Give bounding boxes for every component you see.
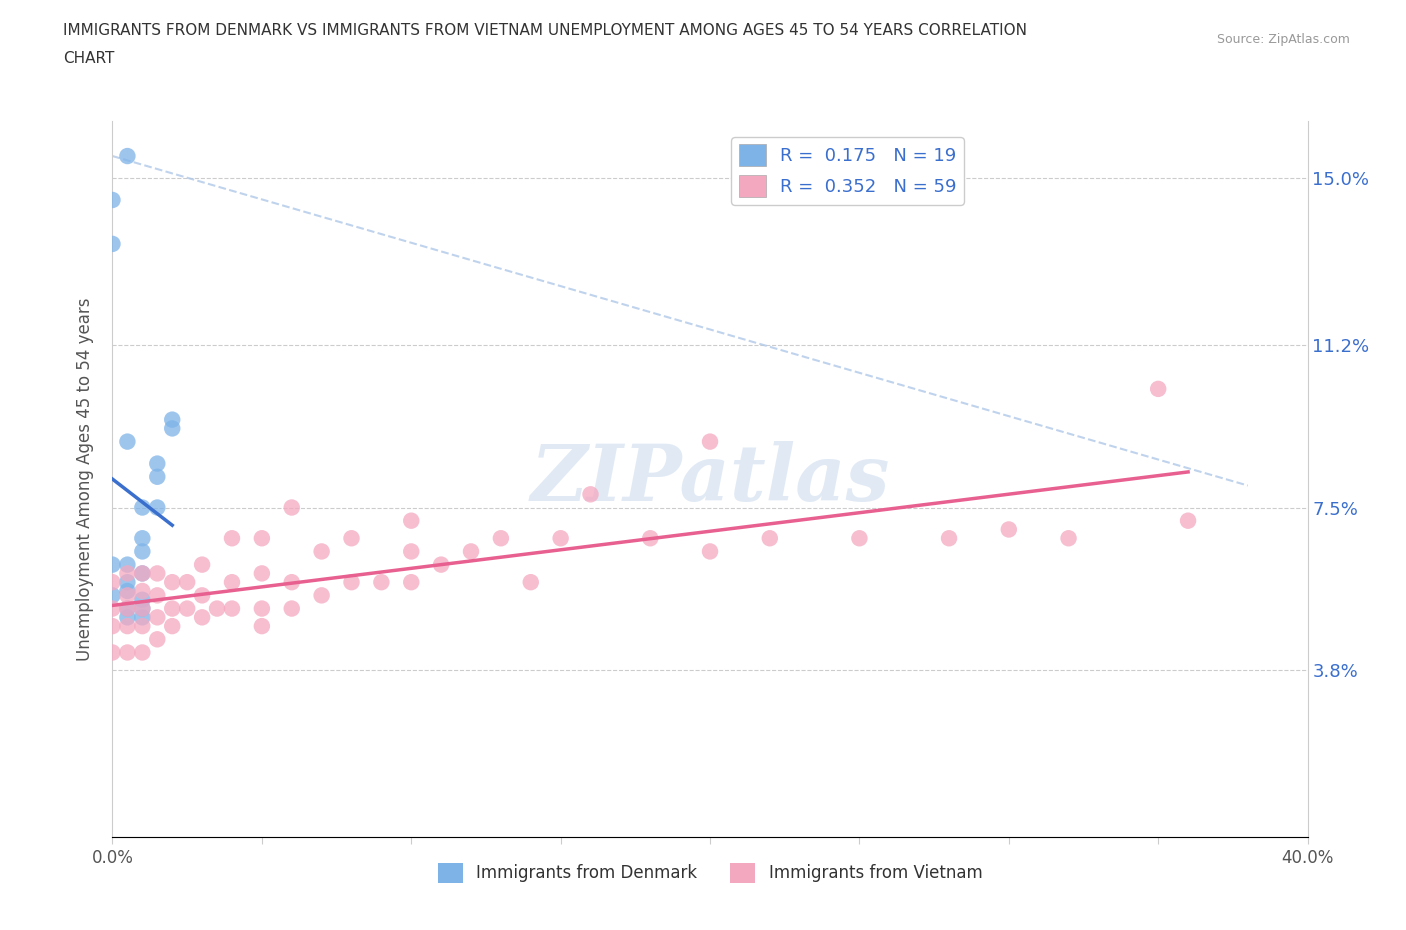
- Point: [162, 618, 183, 633]
- Point: [176, 601, 198, 616]
- Point: [117, 645, 139, 660]
- Point: [759, 531, 782, 546]
- Point: [117, 601, 139, 616]
- Point: [430, 557, 453, 572]
- Point: [998, 522, 1021, 537]
- Point: [250, 531, 273, 546]
- Point: [191, 557, 214, 572]
- Point: [1177, 513, 1199, 528]
- Point: [146, 631, 169, 646]
- Point: [101, 601, 124, 616]
- Point: [101, 193, 124, 207]
- Point: [281, 500, 304, 515]
- Point: [131, 601, 153, 616]
- Point: [162, 601, 183, 616]
- Point: [131, 583, 153, 598]
- Point: [848, 531, 870, 546]
- Point: [699, 434, 721, 449]
- Point: [146, 456, 169, 471]
- Point: [250, 566, 273, 581]
- Point: [101, 236, 124, 251]
- Point: [938, 531, 960, 546]
- Point: [131, 566, 153, 581]
- Point: [1147, 381, 1170, 396]
- Point: [1057, 531, 1080, 546]
- Point: [117, 601, 139, 616]
- Point: [131, 601, 153, 616]
- Point: [460, 544, 482, 559]
- Point: [146, 566, 169, 581]
- Point: [146, 500, 169, 515]
- Point: [146, 588, 169, 603]
- Text: Source: ZipAtlas.com: Source: ZipAtlas.com: [1216, 33, 1350, 46]
- Point: [401, 575, 423, 590]
- Point: [699, 544, 721, 559]
- Point: [131, 645, 153, 660]
- Legend: Immigrants from Denmark, Immigrants from Vietnam: Immigrants from Denmark, Immigrants from…: [430, 856, 990, 889]
- Point: [117, 588, 139, 603]
- Point: [640, 531, 662, 546]
- Point: [550, 531, 572, 546]
- Point: [176, 575, 198, 590]
- Point: [489, 531, 512, 546]
- Point: [101, 557, 124, 572]
- Point: [250, 618, 273, 633]
- Text: ZIPatlas: ZIPatlas: [530, 441, 890, 517]
- Point: [131, 531, 153, 546]
- Point: [221, 601, 243, 616]
- Point: [311, 588, 333, 603]
- Point: [117, 583, 139, 598]
- Point: [131, 544, 153, 559]
- Point: [117, 434, 139, 449]
- Point: [340, 531, 363, 546]
- Point: [162, 421, 183, 436]
- Point: [101, 618, 124, 633]
- Point: [131, 566, 153, 581]
- Y-axis label: Unemployment Among Ages 45 to 54 years: Unemployment Among Ages 45 to 54 years: [76, 298, 94, 660]
- Point: [131, 618, 153, 633]
- Point: [101, 588, 124, 603]
- Point: [117, 618, 139, 633]
- Point: [221, 531, 243, 546]
- Point: [162, 575, 183, 590]
- Point: [370, 575, 392, 590]
- Text: CHART: CHART: [63, 51, 115, 66]
- Point: [117, 557, 139, 572]
- Point: [131, 592, 153, 607]
- Point: [162, 412, 183, 427]
- Point: [250, 601, 273, 616]
- Point: [205, 601, 228, 616]
- Point: [520, 575, 543, 590]
- Point: [146, 470, 169, 485]
- Point: [117, 610, 139, 625]
- Point: [117, 149, 139, 164]
- Point: [191, 588, 214, 603]
- Point: [191, 610, 214, 625]
- Point: [146, 610, 169, 625]
- Point: [340, 575, 363, 590]
- Point: [281, 601, 304, 616]
- Point: [101, 575, 124, 590]
- Point: [221, 575, 243, 590]
- Point: [401, 544, 423, 559]
- Point: [117, 575, 139, 590]
- Point: [401, 513, 423, 528]
- Point: [281, 575, 304, 590]
- Point: [579, 487, 602, 502]
- Point: [311, 544, 333, 559]
- Point: [131, 500, 153, 515]
- Point: [117, 566, 139, 581]
- Point: [131, 610, 153, 625]
- Point: [101, 645, 124, 660]
- Text: IMMIGRANTS FROM DENMARK VS IMMIGRANTS FROM VIETNAM UNEMPLOYMENT AMONG AGES 45 TO: IMMIGRANTS FROM DENMARK VS IMMIGRANTS FR…: [63, 23, 1028, 38]
